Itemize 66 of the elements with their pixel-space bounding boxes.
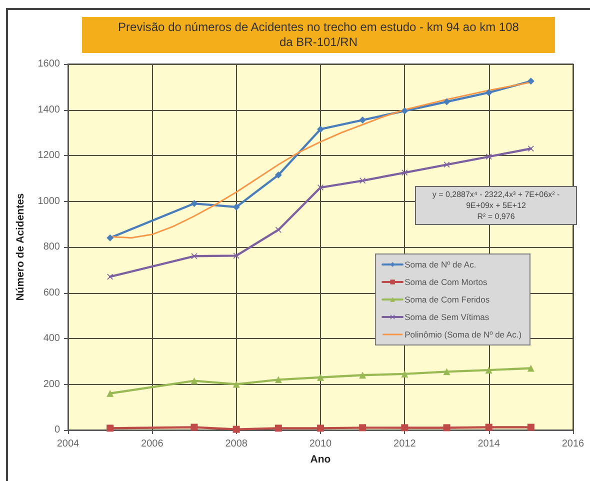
- x-tick-label: 2014: [478, 438, 500, 450]
- point: [106, 390, 114, 397]
- y-axis-title: Número de Acidentes: [14, 193, 26, 301]
- x-axis-title: Ano: [310, 454, 331, 466]
- y-tick-label: 0: [54, 424, 60, 436]
- point: [486, 154, 492, 160]
- x-tick-label: 2016: [562, 438, 585, 450]
- point: [190, 377, 198, 384]
- point: [275, 226, 282, 233]
- point: [360, 178, 366, 184]
- point: [359, 372, 366, 379]
- y-tick-label: 600: [43, 287, 60, 298]
- point: [485, 366, 492, 374]
- point: [527, 78, 534, 85]
- point: [401, 424, 408, 432]
- point: [528, 146, 534, 152]
- point: [402, 170, 408, 176]
- y-tick-label: 1600: [38, 58, 60, 70]
- point: [527, 364, 534, 372]
- point: [190, 424, 198, 431]
- point: [274, 171, 282, 178]
- point: [317, 424, 324, 432]
- point: [106, 424, 114, 432]
- annotation: R² = 0,976: [476, 211, 516, 222]
- y-tick-label: 800: [43, 242, 60, 252]
- y-tick-label: 400: [43, 333, 60, 344]
- point: [401, 370, 408, 378]
- point: [317, 374, 324, 381]
- x-tick-label: 2004: [56, 438, 80, 450]
- point: [191, 253, 198, 260]
- point: [190, 200, 198, 208]
- point: [527, 424, 534, 431]
- legend-label: Soma de Com Feridos: [404, 294, 490, 304]
- point: [443, 98, 450, 106]
- point: [274, 376, 282, 384]
- point: [233, 252, 240, 259]
- y-tick-label: 1200: [38, 150, 60, 161]
- point: [318, 184, 324, 191]
- x-tick-label: 2010: [309, 438, 332, 450]
- point: [443, 368, 450, 376]
- legend-label: Soma de Sem Vítimas: [404, 312, 490, 322]
- x-tick-label: 2006: [141, 438, 164, 450]
- y-tick-label: 1400: [38, 104, 60, 116]
- point: [232, 203, 240, 210]
- point: [106, 234, 114, 242]
- point: [359, 116, 366, 124]
- point: [444, 162, 450, 168]
- point: [443, 424, 450, 432]
- note-box: y = 0,2887x⁴ - 2322,4x³ + 7E+06x² - 9E+09x + 5E+12 R² = 0,976: [415, 186, 577, 225]
- point: [232, 380, 240, 388]
- point: [317, 126, 324, 133]
- legend-label: Soma de Com Mortos: [404, 277, 488, 287]
- point: [485, 424, 492, 431]
- point: [359, 424, 366, 432]
- x-tick-label: 2012: [394, 438, 416, 450]
- point: [274, 424, 282, 432]
- point: [401, 107, 408, 114]
- y-tick-label: 200: [43, 378, 60, 390]
- x-tick-label: 2008: [225, 438, 248, 450]
- y-tick-label: 1000: [38, 196, 60, 207]
- point: [232, 426, 240, 433]
- legend-label: Soma de Nº de Ac.: [404, 260, 476, 270]
- annotation: y = 0,2887x⁴ - 2322,4x³ + 7E+06x² - 9E+09x + 5E+12: [431, 189, 561, 211]
- chart-title: Previsão do números de Acidentes no trecho em estudo - km 94 ao km 108 da BR-101/RN: [82, 17, 555, 53]
- point: [485, 89, 492, 96]
- legend-label: Polinômio (Soma de Nº de Ac.): [404, 330, 522, 340]
